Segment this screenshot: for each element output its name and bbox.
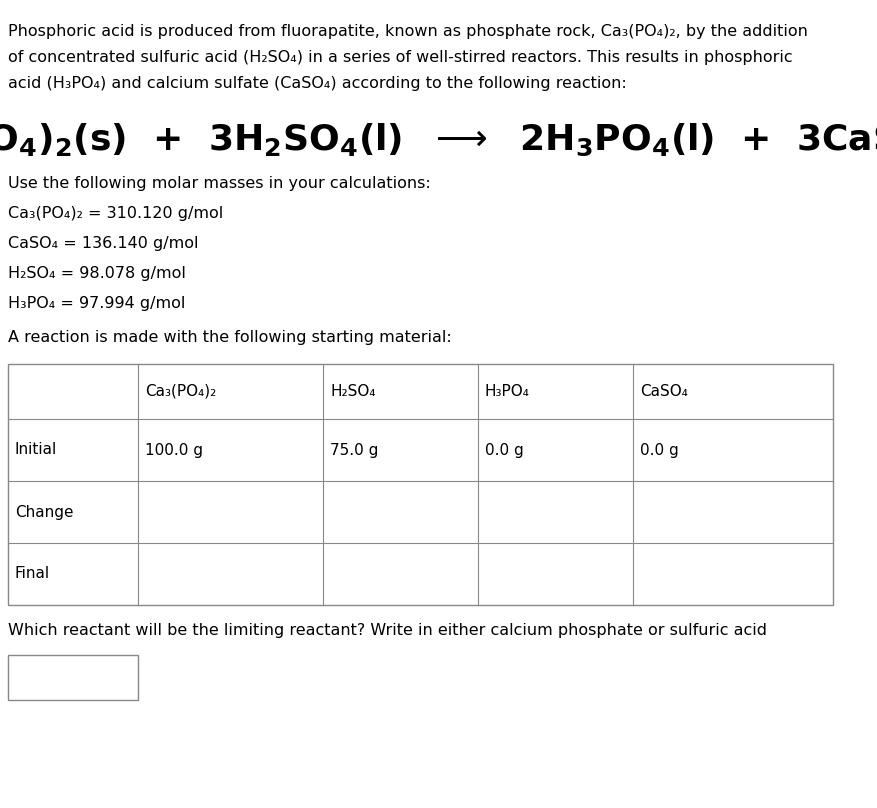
Text: 75.0 g: 75.0 g [330, 443, 378, 457]
Text: Ca₃(PO₄)₂ = 310.120 g/mol: Ca₃(PO₄)₂ = 310.120 g/mol [8, 206, 224, 221]
Text: $\mathbf{Ca_3(PO_4)_2(s)}$  $\mathbf{+}$  $\mathbf{3H_2SO_4(l)}$  $\longrightarr: $\mathbf{Ca_3(PO_4)_2(s)}$ $\mathbf{+}$ … [0, 122, 877, 158]
Text: H₂SO₄ = 98.078 g/mol: H₂SO₄ = 98.078 g/mol [8, 266, 186, 281]
Text: H₃PO₄ = 97.994 g/mol: H₃PO₄ = 97.994 g/mol [8, 296, 185, 311]
Bar [8, 655, 138, 700]
Text: Ca₃(PO₄)₂: Ca₃(PO₄)₂ [145, 384, 217, 399]
Text: of concentrated sulfuric acid (H₂SO₄) in a series of well-stirred reactors. This: of concentrated sulfuric acid (H₂SO₄) in… [8, 50, 793, 65]
Text: Use the following molar masses in your calculations:: Use the following molar masses in your c… [8, 176, 431, 191]
Text: A reaction is made with the following starting material:: A reaction is made with the following st… [8, 330, 452, 345]
Text: acid (H₃PO₄) and calcium sulfate (CaSO₄) according to the following reaction:: acid (H₃PO₄) and calcium sulfate (CaSO₄)… [8, 76, 627, 91]
Text: Change: Change [15, 504, 74, 520]
Text: CaSO₄ = 136.140 g/mol: CaSO₄ = 136.140 g/mol [8, 236, 198, 251]
Text: 0.0 g: 0.0 g [485, 443, 524, 457]
Text: H₃PO₄: H₃PO₄ [485, 384, 530, 399]
Bar [8, 364, 833, 605]
Text: 0.0 g: 0.0 g [640, 443, 679, 457]
Text: Phosphoric acid is produced from fluorapatite, known as phosphate rock, Ca₃(PO₄): Phosphoric acid is produced from fluorap… [8, 24, 808, 39]
Text: Initial: Initial [15, 443, 57, 457]
Text: H₂SO₄: H₂SO₄ [330, 384, 375, 399]
Text: Final: Final [15, 566, 50, 582]
Text: 100.0 g: 100.0 g [145, 443, 203, 457]
Text: Which reactant will be the limiting reactant? Write in either calcium phosphate : Which reactant will be the limiting reac… [8, 623, 767, 638]
Text: CaSO₄: CaSO₄ [640, 384, 688, 399]
